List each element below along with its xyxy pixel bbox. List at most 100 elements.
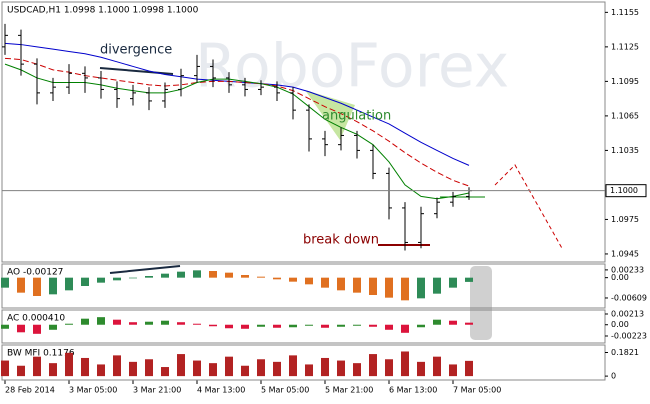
x-tick-label: 5 Mar 05:00 xyxy=(261,386,309,395)
indicator-bar xyxy=(289,355,297,377)
projection xyxy=(494,164,564,251)
indicator-bar xyxy=(65,277,73,291)
indicator-bar xyxy=(49,324,57,330)
indicator-bar xyxy=(193,360,201,377)
indicator-bar xyxy=(225,272,233,278)
indicator-bar xyxy=(113,355,121,377)
panel-title: USDCAD,H1 1.0998 1.1000 1.0998 1.1000 xyxy=(7,6,199,16)
indicator-bar xyxy=(385,359,393,377)
indicator-bar xyxy=(209,271,217,278)
indicator-bar xyxy=(161,273,169,278)
indicator-bar xyxy=(433,277,441,294)
indicator-bar xyxy=(209,363,217,377)
indicator-bar xyxy=(241,324,249,329)
indicator-bar xyxy=(273,361,281,377)
indicator-bar xyxy=(33,356,41,377)
scroll-marker xyxy=(470,266,492,340)
indicator-bar xyxy=(417,324,425,328)
annotation: angulation xyxy=(322,109,391,124)
indicator-bar xyxy=(161,320,169,325)
indicator-bar xyxy=(65,352,73,377)
panel-title: AC 0.000410 xyxy=(7,314,65,324)
indicator-bar xyxy=(17,324,25,333)
indicator-bar xyxy=(305,324,313,326)
indicator-bar xyxy=(1,360,9,377)
indicator-bar xyxy=(449,364,457,377)
y-tick-label: 1.1035 xyxy=(611,146,639,155)
indicator-bar xyxy=(17,365,25,377)
indicator-bar xyxy=(369,354,377,377)
indicator-bar xyxy=(1,324,9,329)
x-tick-label: 7 Mar 05:00 xyxy=(453,386,501,395)
indicator-bar xyxy=(305,277,313,285)
indicator-bar xyxy=(353,277,361,293)
moving-average xyxy=(4,63,470,200)
x-tick-label: 4 Mar 13:00 xyxy=(197,386,245,395)
indicator-bar xyxy=(305,364,313,377)
indicator-bar xyxy=(257,359,265,377)
indicator-bar xyxy=(401,277,409,301)
indicator-bar xyxy=(321,277,329,288)
y-tick-label: 0 xyxy=(611,372,616,381)
indicator-bar xyxy=(193,323,201,325)
watermark: RoboForex xyxy=(195,32,509,102)
current-price-box xyxy=(605,184,647,198)
x-tick-label: 5 Mar 21:00 xyxy=(325,386,373,395)
panel-title: AO -0.00127 xyxy=(7,268,63,278)
indicator-bar xyxy=(145,359,153,377)
y-tick-label: 1.1125 xyxy=(611,42,639,51)
indicator-bar xyxy=(225,324,233,329)
indicator-bar xyxy=(113,277,121,281)
indicator-bar xyxy=(241,275,249,278)
annotation: divergence xyxy=(100,43,172,58)
indicator-bar xyxy=(417,361,425,377)
indicator-bar xyxy=(241,365,249,377)
y-tick-label: 1.0945 xyxy=(611,249,639,258)
indicator-bar xyxy=(33,324,41,334)
indicator-bar xyxy=(321,357,329,377)
indicator-bar xyxy=(145,321,153,325)
indicator-bar xyxy=(369,324,377,327)
indicator-bar xyxy=(193,270,201,278)
indicator-bar xyxy=(289,324,297,328)
indicator-bar xyxy=(81,277,89,286)
indicator-bar xyxy=(401,324,409,333)
indicator-bar xyxy=(257,276,265,278)
indicator-bar xyxy=(161,367,169,377)
indicator-bar xyxy=(177,354,185,377)
indicator-bar xyxy=(209,324,217,327)
moving-average xyxy=(4,57,470,187)
indicator-bar xyxy=(81,318,89,325)
y-tick-label: 1.1065 xyxy=(611,111,639,120)
indicator-bar xyxy=(353,363,361,377)
indicator-bar xyxy=(369,277,377,295)
indicator-bar xyxy=(97,364,105,377)
indicator-bar xyxy=(417,277,425,299)
annotation: break down xyxy=(303,233,379,248)
indicator-bar xyxy=(97,277,105,283)
x-tick-label: 6 Mar 13:00 xyxy=(389,386,437,395)
y-tick-label: 1.1095 xyxy=(611,77,639,86)
indicator-bar xyxy=(129,361,137,377)
indicator-bar xyxy=(113,319,121,325)
x-tick-label: 3 Mar 05:00 xyxy=(69,386,117,395)
y-tick-label: 0.00 xyxy=(611,273,629,282)
divergence-line xyxy=(99,67,174,75)
indicator-bar xyxy=(33,277,41,296)
indicator-bar xyxy=(337,360,345,377)
indicator-bar xyxy=(385,324,393,330)
indicator-bar xyxy=(257,324,265,327)
indicator-bar xyxy=(81,357,89,377)
indicator-bar xyxy=(449,277,457,288)
indicator-bar xyxy=(321,324,329,328)
indicator-bar xyxy=(129,277,137,279)
indicator-bar xyxy=(97,317,105,325)
current-price-label: 1.1000 xyxy=(610,186,638,195)
indicator-bar xyxy=(337,324,345,327)
panel-frame xyxy=(1,1,606,263)
x-tick-label: 3 Mar 21:00 xyxy=(133,386,181,395)
y-tick-label: 0.00233 xyxy=(611,265,644,274)
indicator-bar xyxy=(465,322,473,325)
y-tick-label: 0.1821 xyxy=(611,348,639,357)
